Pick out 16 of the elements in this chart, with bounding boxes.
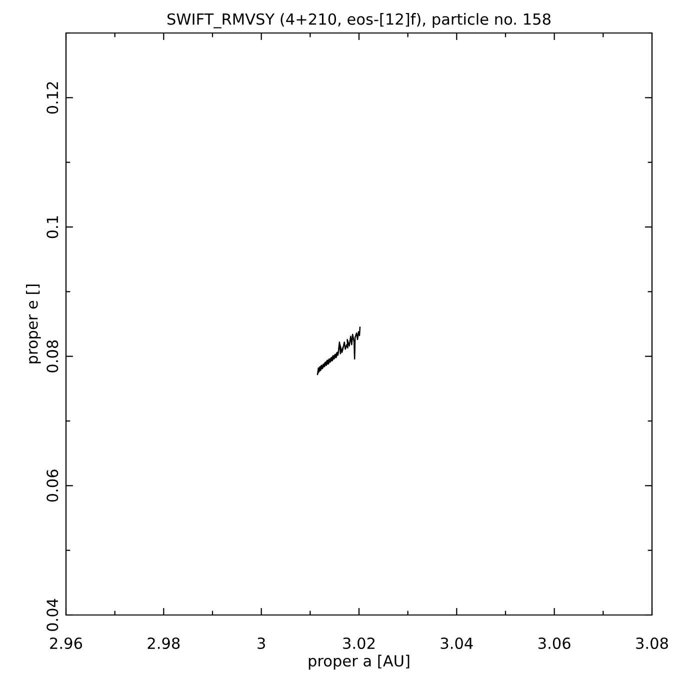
y-tick-label: 0.12 xyxy=(46,82,58,114)
y-tick-label: 0.1 xyxy=(46,216,58,238)
x-tick-label: 3.08 xyxy=(636,637,668,650)
x-tick-label: 3 xyxy=(258,637,265,650)
y-axis-title: proper e [] xyxy=(26,284,41,364)
y-tick-label: 0.04 xyxy=(46,598,58,631)
x-tick-label: 3.06 xyxy=(538,637,570,650)
y-tick-label: 0.06 xyxy=(46,470,58,502)
x-axis-title: proper a [AU] xyxy=(308,654,410,670)
x-tick-label: 3.02 xyxy=(343,637,374,650)
line-series xyxy=(316,326,361,376)
chart-title: SWIFT_RMVSY (4+210, eos-[12]f), particle no. 158 xyxy=(167,13,550,28)
x-tick-label: 3.04 xyxy=(440,637,473,650)
x-tick-label: 2.96 xyxy=(50,637,82,650)
y-tick-label: 0.08 xyxy=(46,340,58,372)
x-tick-label: 2.98 xyxy=(148,637,180,650)
